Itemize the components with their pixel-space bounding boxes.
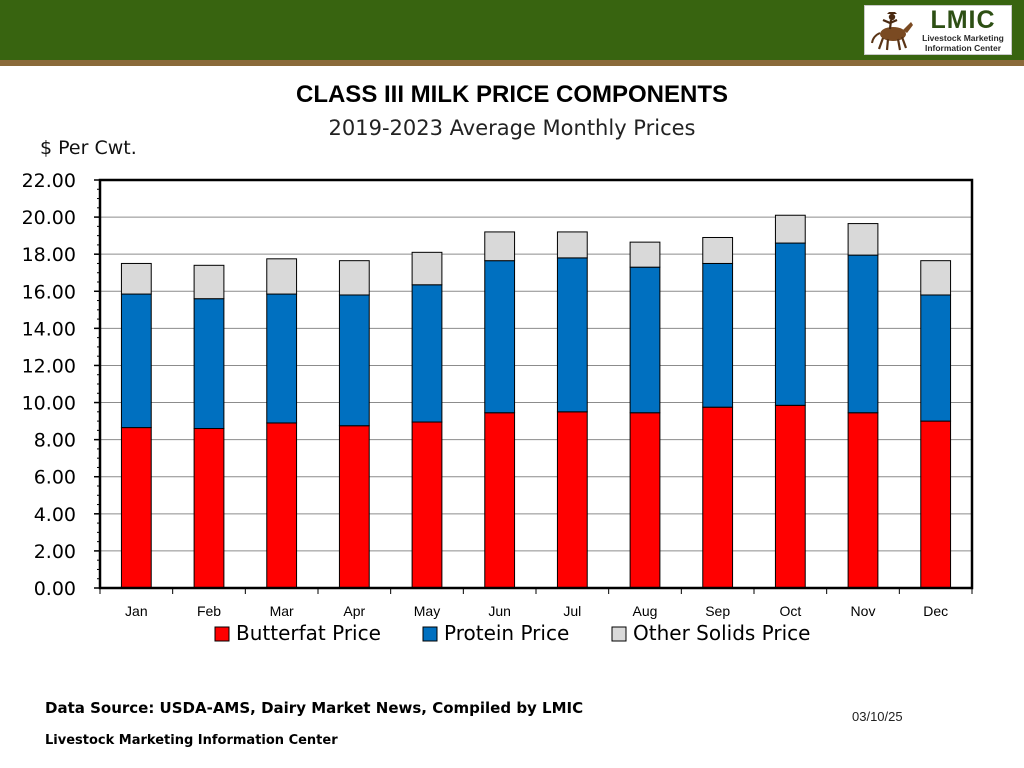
chart-subtitle: 2019-2023 Average Monthly Prices xyxy=(328,116,696,140)
bar-protein-price-mar xyxy=(266,293,298,424)
header-bar xyxy=(0,0,1024,60)
bar-protein-price-jul xyxy=(556,257,588,413)
bar-butterfat-price-sep xyxy=(702,406,734,589)
x-tick-label: Mar xyxy=(270,603,294,619)
bar-butterfat-price-nov xyxy=(847,412,879,589)
logo-line-2: Information Center xyxy=(924,42,1002,53)
stacked-bar-chart: 0.00 2.00 4.00 6.00 8.00 10.00 12.00 14.00 16.00… xyxy=(22,170,974,645)
data-source: Data Source: USDA-AMS, Dairy Market News… xyxy=(45,699,584,717)
bar-other-solids-price-may xyxy=(411,251,443,286)
lmic-logo: LMIC Livestock Marketing Information Cen… xyxy=(864,5,1012,55)
bar-protein-price-sep xyxy=(702,262,734,408)
bar-other-solids-price-jan xyxy=(120,262,152,295)
bar-other-solids-price-mar xyxy=(266,258,298,295)
legend-swatch xyxy=(422,626,438,642)
bar-other-solids-price-aug xyxy=(629,241,661,268)
y-tick-label: 22.00 xyxy=(22,170,76,192)
y-tick-label: 0.00 xyxy=(34,578,76,600)
y-tick-label: 10.00 xyxy=(22,393,76,415)
bar-other-solids-price-jul xyxy=(556,231,588,259)
bar-protein-price-jan xyxy=(120,293,152,429)
bar-butterfat-price-jan xyxy=(120,427,152,589)
bar-butterfat-price-apr xyxy=(338,425,370,589)
y-tick-label: 16.00 xyxy=(22,281,76,303)
y-tick-label: 20.00 xyxy=(22,207,76,229)
x-tick-label: May xyxy=(414,603,440,619)
y-tick-label: 4.00 xyxy=(34,504,76,526)
bar-other-solids-price-jun xyxy=(484,231,516,262)
y-tick-label: 2.00 xyxy=(34,541,76,563)
bar-other-solids-price-sep xyxy=(702,236,734,264)
legend-label: Protein Price xyxy=(444,621,569,645)
y-tick-label: 12.00 xyxy=(22,355,76,377)
bar-protein-price-nov xyxy=(847,254,879,414)
bar-other-solids-price-apr xyxy=(338,260,370,296)
plot-frame xyxy=(98,178,974,590)
x-tick-label: Apr xyxy=(343,603,365,619)
x-tick-label: Jul xyxy=(563,603,581,619)
bar-protein-price-dec xyxy=(920,294,952,422)
x-tick-label: Nov xyxy=(851,603,876,619)
bar-other-solids-price-nov xyxy=(847,223,879,256)
bar-other-solids-price-oct xyxy=(774,214,806,244)
y-tick-label: 6.00 xyxy=(34,467,76,489)
bar-butterfat-price-mar xyxy=(266,422,298,589)
logo-wordmark: LMIC xyxy=(930,6,996,34)
bar-protein-price-jun xyxy=(484,260,516,414)
x-tick-label: Dec xyxy=(923,603,948,619)
bar-butterfat-price-feb xyxy=(193,428,225,589)
bar-other-solids-price-dec xyxy=(920,260,952,296)
report-date: 03/10/25 xyxy=(852,709,903,724)
bar-butterfat-price-oct xyxy=(774,404,806,589)
bar-protein-price-oct xyxy=(774,242,806,406)
bar-other-solids-price-feb xyxy=(193,264,225,300)
x-tick-label: Feb xyxy=(197,603,221,619)
bar-butterfat-price-dec xyxy=(920,420,952,589)
bar-butterfat-price-may xyxy=(411,421,443,589)
y-axis-label: $ Per Cwt. xyxy=(40,137,137,159)
legend-label: Other Solids Price xyxy=(633,621,810,645)
legend-swatch xyxy=(611,626,627,642)
x-tick-label: Oct xyxy=(779,603,801,619)
y-tick-label: 8.00 xyxy=(34,430,76,452)
bar-protein-price-aug xyxy=(629,266,661,414)
x-tick-label: Sep xyxy=(705,603,730,619)
horse-rider-icon xyxy=(871,12,913,51)
bar-butterfat-price-jun xyxy=(484,412,516,589)
header-divider xyxy=(0,60,1024,66)
x-tick-label: Jun xyxy=(488,603,511,619)
logo-line-1: Livestock Marketing xyxy=(922,33,1004,43)
y-tick-label: 18.00 xyxy=(22,244,76,266)
bar-butterfat-price-jul xyxy=(556,411,588,589)
legend-label: Butterfat Price xyxy=(236,621,381,645)
organization-name: Livestock Marketing Information Center xyxy=(45,733,338,748)
bar-protein-price-apr xyxy=(338,294,370,427)
x-tick-label: Aug xyxy=(633,603,658,619)
bar-butterfat-price-aug xyxy=(629,412,661,589)
chart-title: CLASS III MILK PRICE COMPONENTS xyxy=(295,81,729,108)
bar-protein-price-may xyxy=(411,284,443,423)
legend-swatch xyxy=(214,626,230,642)
x-tick-label: Jan xyxy=(125,603,148,619)
y-tick-label: 14.00 xyxy=(22,318,76,340)
bar-protein-price-feb xyxy=(193,298,225,430)
